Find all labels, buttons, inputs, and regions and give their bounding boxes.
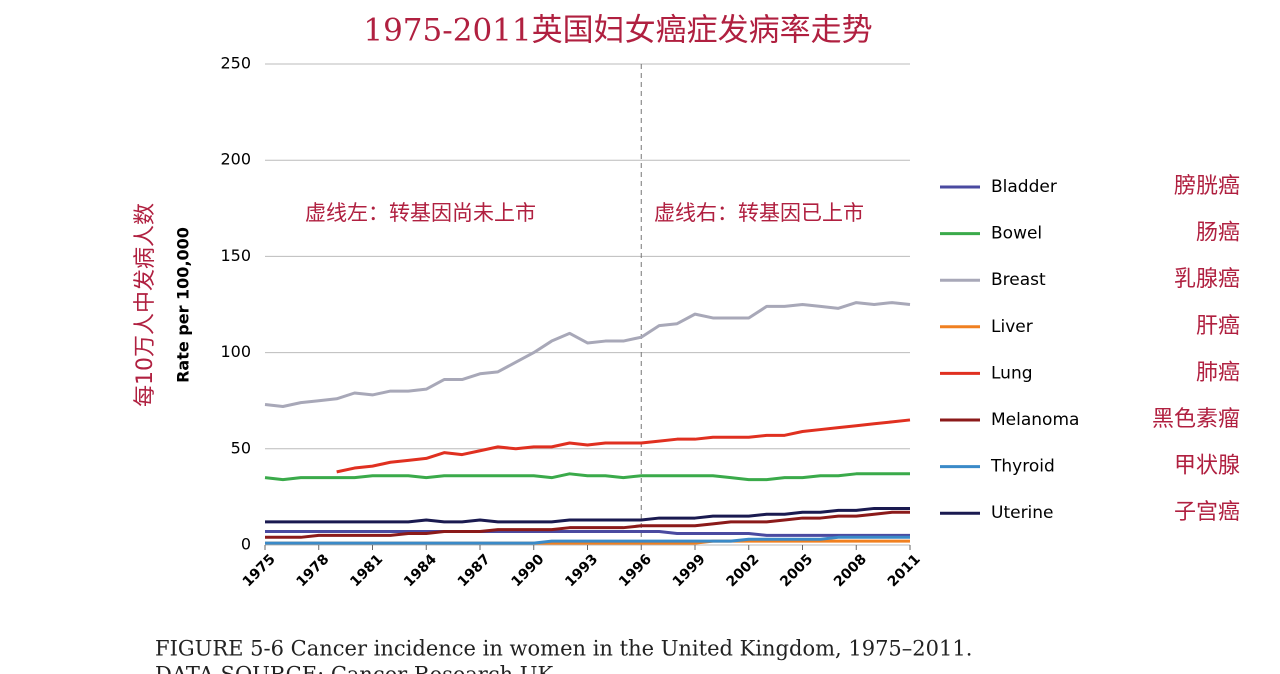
legend-label: Melanoma — [991, 410, 1079, 430]
y-axis-label-zh: 每10万人中发病人数 — [133, 203, 158, 407]
series-line — [264, 301, 911, 408]
legend-label: Uterine — [991, 503, 1054, 523]
y-tick-label: 250 — [220, 54, 251, 73]
legend-label: Bladder — [991, 177, 1057, 197]
series-line — [265, 510, 910, 539]
x-tick-label: 1996 — [616, 551, 655, 590]
legend-label: Breast — [991, 270, 1046, 290]
x-tick-label: 1987 — [455, 551, 494, 590]
x-tick-label: 1990 — [509, 551, 548, 590]
y-tick-label: 100 — [220, 342, 251, 361]
y-axis-label: Rate per 100,000 — [174, 227, 193, 383]
series-line — [265, 506, 910, 524]
legend-label: Lung — [991, 363, 1033, 383]
legend-label: Thyroid — [990, 457, 1055, 477]
x-tick-label: 1993 — [562, 551, 601, 590]
annotation: 虚线左：转基因尚未上市 — [305, 201, 536, 225]
series-line — [265, 535, 910, 545]
y-tick-label: 50 — [231, 438, 251, 457]
legend-label-zh: 膀胱癌 — [1174, 174, 1240, 199]
caption: DATA SOURCE: Cancer Research UK. — [155, 663, 560, 674]
x-tick-label: 2002 — [724, 551, 763, 590]
caption: FIGURE 5-6 Cancer incidence in women in … — [155, 637, 972, 661]
legend-label-zh: 黑色素瘤 — [1152, 407, 1240, 432]
legend-label: Bowel — [991, 224, 1042, 244]
y-tick-label: 200 — [220, 150, 251, 169]
x-tick-label: 1975 — [240, 551, 279, 590]
y-tick-label: 150 — [220, 246, 251, 265]
annotation: 虚线右：转基因已上市 — [654, 201, 864, 225]
x-tick-label: 1981 — [347, 551, 386, 590]
series-line — [265, 530, 910, 537]
legend-label-zh: 乳腺癌 — [1174, 267, 1240, 292]
series-line — [336, 418, 911, 474]
legend-label-zh: 肺癌 — [1196, 360, 1240, 385]
chart-title: 1975-2011英国妇女癌症发病率走势 — [363, 13, 872, 49]
x-tick-label: 1984 — [401, 551, 440, 590]
x-tick-label: 2005 — [777, 551, 816, 590]
legend-label-zh: 肠癌 — [1196, 221, 1240, 246]
x-tick-label: 2008 — [831, 551, 870, 590]
legend-label-zh: 肝癌 — [1196, 314, 1240, 339]
x-tick-label: 1999 — [670, 551, 709, 590]
legend-label: Liver — [991, 317, 1033, 337]
legend-label-zh: 甲状腺 — [1174, 454, 1240, 479]
x-tick-label: 1978 — [294, 551, 333, 590]
x-tick-label: 2011 — [885, 551, 924, 590]
series-line — [264, 472, 910, 482]
legend-label-zh: 子宫癌 — [1174, 500, 1240, 525]
y-tick-label: 0 — [241, 535, 251, 554]
